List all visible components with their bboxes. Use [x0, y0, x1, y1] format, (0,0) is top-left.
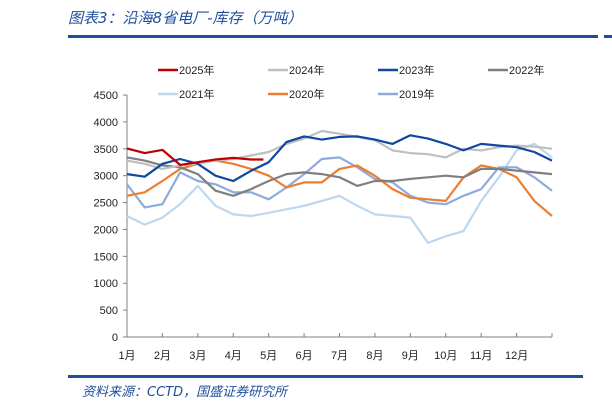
x-tick-label: 7月 [331, 350, 348, 362]
axes: 0 500 1000 1500 2000 2500 3000 3500 4000 4500 1月 2月… [94, 90, 553, 362]
y-tick-label: 1000 [94, 278, 118, 290]
legend-label: 2021年 [179, 87, 214, 101]
x-tick-label: 3月 [189, 350, 206, 362]
x-tick-label: 8月 [366, 350, 383, 362]
x-tick-label: 10月 [434, 350, 457, 362]
series-line-2019 [126, 156, 553, 209]
x-tick-label: 2月 [154, 350, 171, 362]
x-tick-label: 5月 [260, 350, 277, 362]
legend-label: 2025年 [179, 63, 214, 77]
legend-label: 2023年 [399, 63, 434, 77]
y-tick-label: 4500 [94, 90, 118, 102]
series-line-2025 [126, 147, 264, 166]
y-tick-label: 1500 [94, 251, 118, 263]
legend: 2025年 2024年 2023年 2022年 2021年 2020年 2019年 [158, 63, 544, 101]
title-rule-tail [604, 35, 612, 38]
x-tick-label: 6月 [296, 350, 313, 362]
x-tick-label: 11月 [470, 350, 492, 362]
y-tick-label: 4000 [94, 117, 118, 129]
y-tick-label: 500 [100, 305, 118, 317]
x-tick-label: 12月 [505, 350, 528, 362]
x-tick-label: 9月 [402, 350, 419, 362]
source-rule [68, 375, 583, 378]
y-tick-label: 2000 [94, 224, 118, 236]
y-tick-label: 2500 [94, 198, 118, 210]
legend-label: 2024年 [289, 63, 324, 77]
source-note: 资料来源：CCTD，国盛证券研究所 [82, 385, 288, 400]
y-tick-label: 3500 [94, 144, 118, 156]
x-tick-label: 1月 [118, 350, 135, 362]
legend-label: 2022年 [509, 63, 544, 77]
chart-title: 图表3：沿海8省电厂-库存（万吨） [68, 9, 303, 27]
series-line-2021 [126, 142, 553, 244]
x-tick-label: 4月 [225, 350, 242, 362]
y-tick-label: 3000 [94, 171, 118, 183]
series-line-2022 [126, 156, 553, 197]
series-line-2023 [126, 134, 553, 183]
series-lines [126, 129, 553, 244]
legend-label: 2020年 [289, 87, 324, 101]
y-tick-label: 0 [112, 332, 118, 344]
title-rule [68, 35, 598, 38]
legend-label: 2019年 [399, 87, 434, 101]
